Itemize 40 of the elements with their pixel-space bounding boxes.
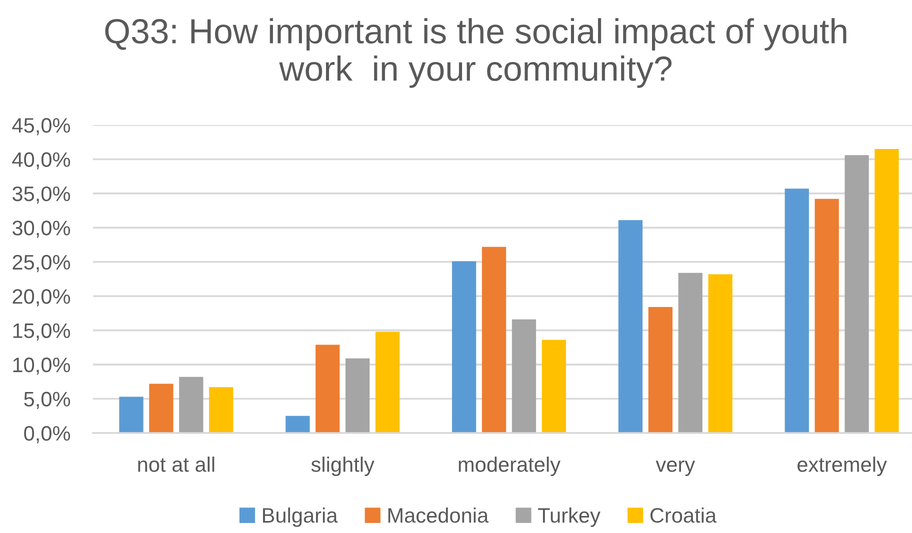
x-tick-label: very <box>656 460 696 476</box>
x-tick-label: slightly <box>311 456 374 476</box>
bar <box>482 246 506 433</box>
bar <box>452 261 476 433</box>
legend-label: Bulgaria <box>263 507 338 527</box>
y-tick-label: 35,0% <box>12 186 70 204</box>
bar <box>179 376 204 433</box>
bar <box>119 396 144 433</box>
y-tick-label: 15,0% <box>13 323 70 341</box>
y-tick-label: 20,0% <box>12 289 70 306</box>
bar <box>346 358 370 433</box>
y-tick-label: 25,0% <box>12 254 70 272</box>
chart-title: Q33: How important is the social impact of youth work in your community? <box>105 18 846 88</box>
bar <box>648 307 672 433</box>
legend-label: Croatia <box>650 507 717 523</box>
bar <box>286 416 310 433</box>
bar <box>844 155 869 433</box>
bar <box>149 384 174 433</box>
legend-label: Turkey <box>538 507 600 527</box>
bar <box>708 274 732 433</box>
y-tick-label: 10,0% <box>13 358 70 375</box>
bar <box>874 148 899 433</box>
x-tick-label: not at all <box>138 456 214 472</box>
y-tick-label: 5,0% <box>24 392 70 409</box>
y-tick-label: 0,0% <box>24 426 70 444</box>
x-tick-label: extremely <box>798 456 887 476</box>
bar <box>542 340 566 433</box>
bar <box>814 198 839 433</box>
bar <box>618 220 643 433</box>
bar <box>375 332 400 433</box>
bar <box>678 272 702 433</box>
x-tick-label: moderately <box>458 456 560 476</box>
bar <box>512 319 536 433</box>
bar <box>209 387 234 433</box>
y-tick-label: 30,0% <box>12 220 70 238</box>
y-tick-label: 40,0% <box>12 152 70 170</box>
y-tick-label: 45,0% <box>12 118 70 136</box>
bar <box>784 188 809 433</box>
bar <box>316 344 340 433</box>
legend-label: Macedonia <box>388 507 489 523</box>
